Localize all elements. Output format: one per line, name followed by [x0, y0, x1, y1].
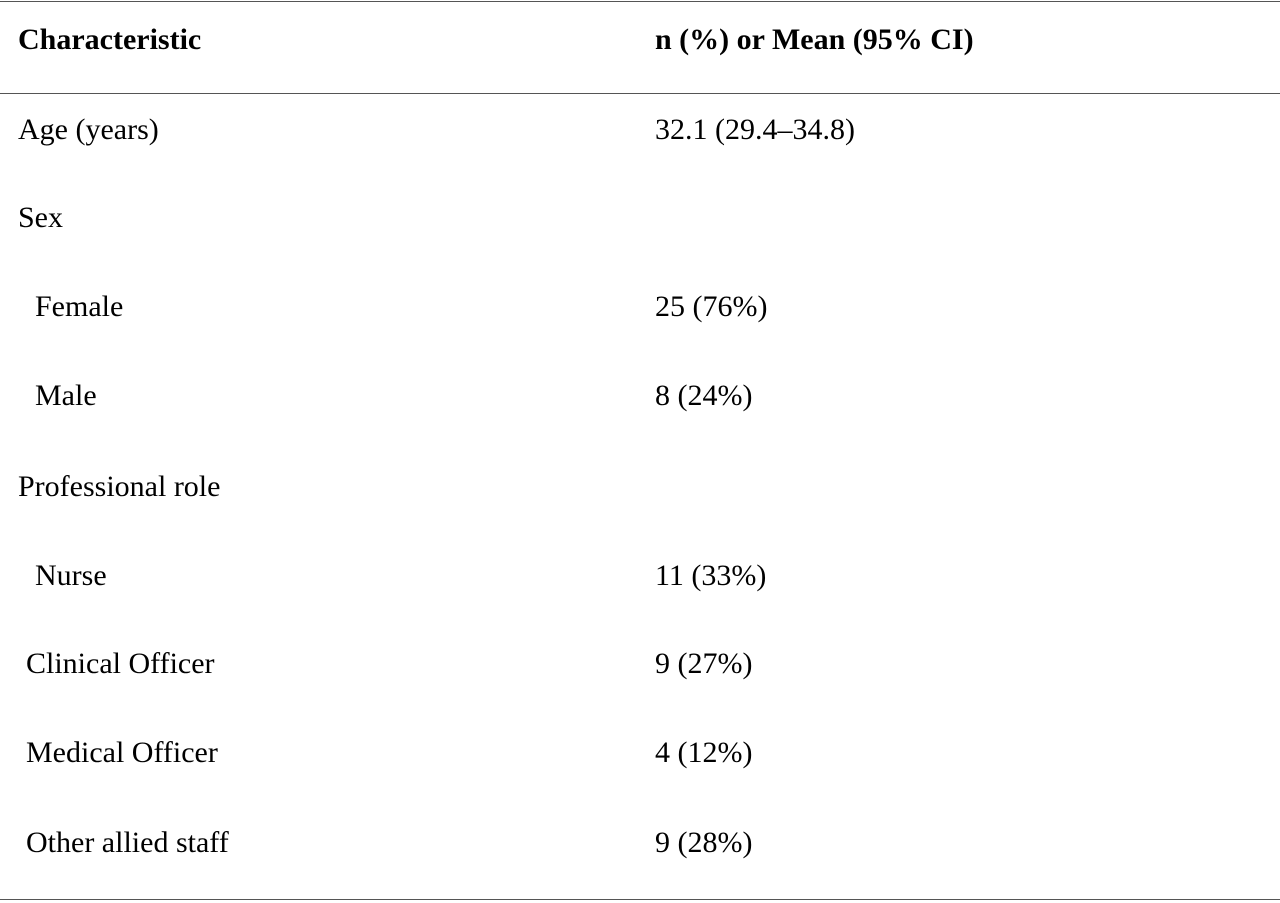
top-rule	[0, 1, 1280, 2]
row-label: Female	[35, 290, 124, 323]
row-label: Professional role	[18, 470, 221, 503]
row-value: 32.1 (29.4–34.8)	[655, 113, 855, 146]
row-label: Nurse	[35, 559, 107, 592]
row-label: Sex	[18, 201, 63, 234]
row-label: Age (years)	[18, 113, 159, 146]
header-rule	[0, 93, 1280, 94]
row-label: Medical Officer	[26, 736, 218, 769]
row-value: 25 (76%)	[655, 290, 768, 323]
header-cell: Characteristic	[18, 23, 202, 56]
bottom-rule	[0, 899, 1280, 900]
row-value: 8 (24%)	[655, 379, 753, 412]
row-label: Male	[35, 379, 97, 412]
header-cell: n (%) or Mean (95% CI)	[655, 23, 974, 56]
row-label: Other allied staff	[26, 826, 229, 859]
row-value: 4 (12%)	[655, 736, 753, 769]
row-label: Clinical Officer	[26, 647, 215, 680]
row-value: 11 (33%)	[655, 559, 767, 592]
row-value: 9 (27%)	[655, 647, 753, 680]
row-value: 9 (28%)	[655, 826, 753, 859]
